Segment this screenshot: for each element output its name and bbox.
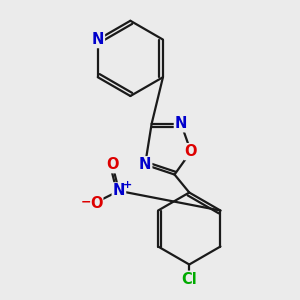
Text: N: N	[175, 116, 187, 131]
Text: N: N	[113, 183, 125, 198]
Text: Cl: Cl	[182, 272, 197, 287]
Text: +: +	[122, 180, 132, 190]
Text: O: O	[184, 144, 197, 159]
Text: O: O	[90, 196, 102, 211]
Text: N: N	[139, 157, 151, 172]
Text: −: −	[80, 196, 91, 209]
Text: O: O	[106, 157, 118, 172]
Text: N: N	[92, 32, 104, 47]
